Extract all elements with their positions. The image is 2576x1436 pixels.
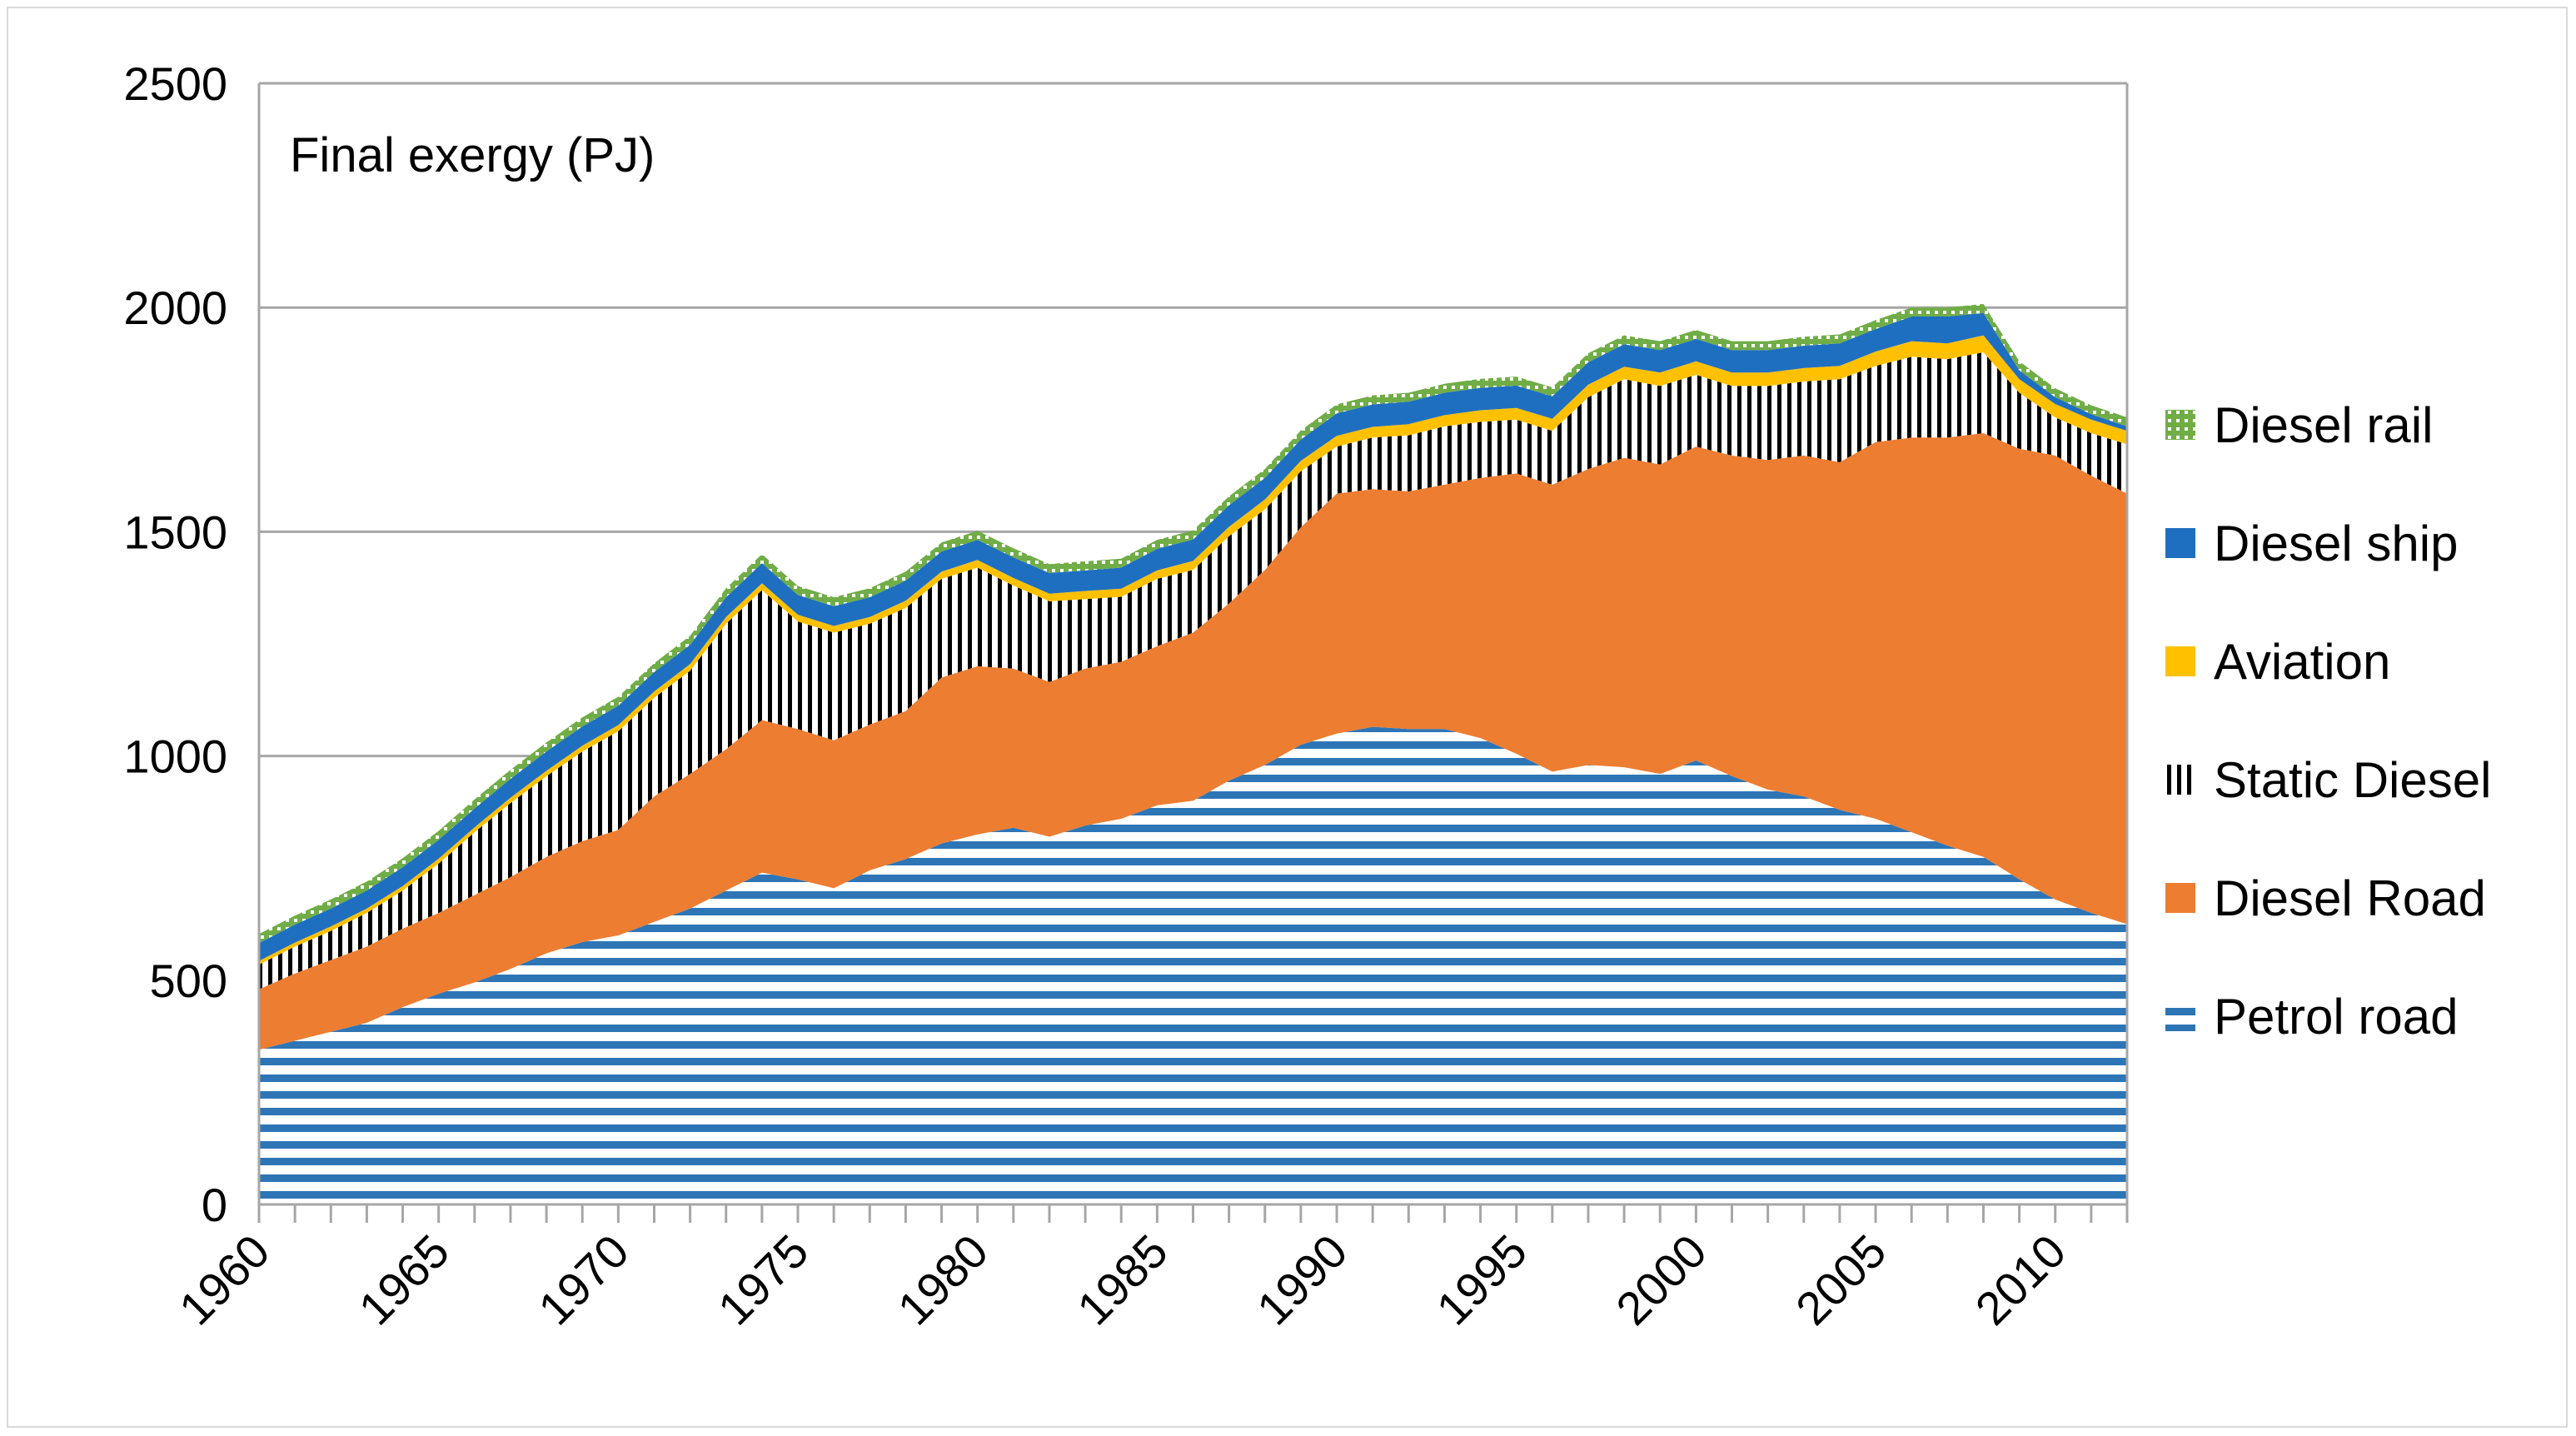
legend-label: Petrol road xyxy=(2214,989,2459,1045)
x-tick-label: 2005 xyxy=(1786,1224,1896,1335)
y-tick-label: 0 xyxy=(202,1179,227,1231)
y-tick-label: 500 xyxy=(150,955,227,1007)
chart-frame: 0 500 1000 1500 2000 2500 1960 1965 1970 1975 198… xyxy=(7,7,2568,1428)
area-petrol xyxy=(259,726,2127,1204)
x-tick-label: 2000 xyxy=(1606,1224,1717,1335)
area-dieselroad xyxy=(259,433,2127,1050)
legend-swatch-petrol xyxy=(2165,1001,2195,1031)
legend-item-rail: Diesel rail xyxy=(2165,397,2433,453)
legend-label: Diesel rail xyxy=(2214,397,2433,453)
x-tick-label: 1975 xyxy=(708,1224,819,1335)
x-tick-label: 1980 xyxy=(888,1224,999,1335)
area-static xyxy=(259,352,2127,990)
gridlines: 0 500 1000 1500 2000 2500 xyxy=(123,57,2127,1231)
legend-label: Static Diesel xyxy=(2214,752,2491,808)
legend-item-aviation: Aviation xyxy=(2165,634,2390,690)
legend-label: Diesel Road xyxy=(2214,870,2486,926)
legend-swatch-dieselroad xyxy=(2165,883,2195,913)
x-tick-label: 1995 xyxy=(1427,1224,1537,1335)
legend-swatch-ship xyxy=(2165,528,2195,558)
legend-label: Aviation xyxy=(2214,634,2390,690)
x-tick-label: 1970 xyxy=(528,1224,639,1335)
y-tick-label: 1500 xyxy=(123,506,227,558)
legend: Diesel rail Diesel ship Aviation Static Die… xyxy=(2165,397,2491,1045)
legend-swatch-static xyxy=(2165,765,2195,795)
chart-title: Final exergy (PJ) xyxy=(290,128,655,182)
legend-item-dieselroad: Diesel Road xyxy=(2165,870,2486,926)
legend-item-ship: Diesel ship xyxy=(2165,516,2458,571)
y-tick-label: 2500 xyxy=(123,57,227,110)
x-tick-label: 1985 xyxy=(1067,1224,1178,1335)
chart-svg: 0 500 1000 1500 2000 2500 1960 1965 1970 1975 198… xyxy=(123,57,2491,1335)
x-tick-label: 1990 xyxy=(1247,1224,1358,1335)
x-tick-label: 1960 xyxy=(169,1224,280,1335)
legend-label: Diesel ship xyxy=(2214,516,2458,571)
x-tick-label: 2010 xyxy=(1966,1224,2076,1335)
legend-item-petrol: Petrol road xyxy=(2165,989,2459,1045)
x-tick-label: 1965 xyxy=(349,1224,460,1335)
y-tick-label: 2000 xyxy=(123,282,227,334)
legend-swatch-aviation xyxy=(2165,646,2195,676)
y-tick-label: 1000 xyxy=(123,730,227,783)
legend-swatch-rail xyxy=(2165,410,2195,440)
legend-item-static: Static Diesel xyxy=(2165,752,2491,808)
series-areas xyxy=(259,303,2127,1204)
